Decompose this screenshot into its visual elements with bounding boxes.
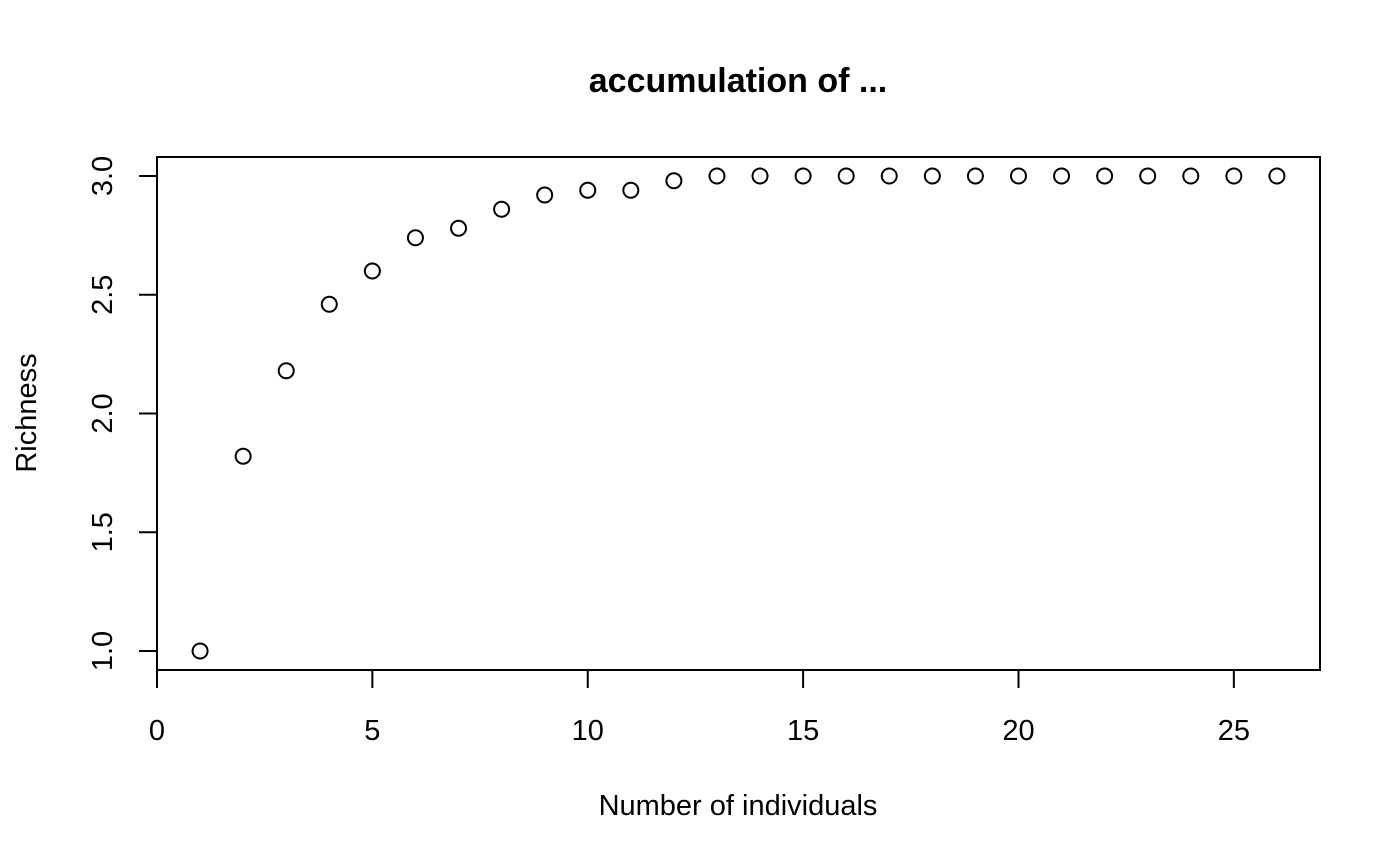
data-point (966, 167, 984, 185)
data-point (622, 181, 640, 199)
data-point (923, 167, 941, 185)
x-tick-label: 15 (787, 715, 819, 747)
x-axis: 0 5 10 15 20 25 (149, 669, 1250, 747)
data-point (1182, 167, 1200, 185)
data-point (1268, 167, 1286, 185)
x-tick-label: 25 (1218, 715, 1250, 747)
data-point (708, 167, 726, 185)
x-tick-label: 20 (1002, 715, 1034, 747)
chart-title: accumulation of ... (589, 62, 887, 100)
y-axis-title: Richness (11, 353, 43, 472)
data-point (1139, 167, 1157, 185)
y-tick-label: 1.5 (87, 512, 119, 552)
data-point (320, 295, 338, 313)
y-tick-label: 2.5 (87, 275, 119, 315)
y-tick-label: 1.0 (87, 631, 119, 671)
data-point (837, 167, 855, 185)
x-tick-label: 10 (572, 715, 604, 747)
data-point (363, 262, 381, 280)
data-point (1009, 167, 1027, 185)
data-point (234, 447, 252, 465)
x-tick-label: 0 (149, 715, 165, 747)
data-point (1096, 167, 1114, 185)
y-tick-label: 3.0 (87, 156, 119, 196)
data-point (191, 642, 209, 660)
plot-frame (156, 156, 1321, 671)
data-point (665, 172, 683, 190)
y-axis: 1.0 1.5 2.0 2.5 3.0 (87, 156, 158, 671)
data-point (579, 181, 597, 199)
data-point (493, 200, 511, 218)
x-tick-label: 5 (364, 715, 380, 747)
data-point (536, 186, 554, 204)
y-tick-label: 2.0 (87, 393, 119, 433)
data-point (1225, 167, 1243, 185)
x-axis-title: Number of individuals (599, 790, 878, 822)
data-points (191, 167, 1286, 660)
data-point (794, 167, 812, 185)
data-point (406, 229, 424, 247)
data-point (1053, 167, 1071, 185)
data-point (880, 167, 898, 185)
data-point (277, 362, 295, 380)
data-point (450, 219, 468, 237)
data-point (751, 167, 769, 185)
